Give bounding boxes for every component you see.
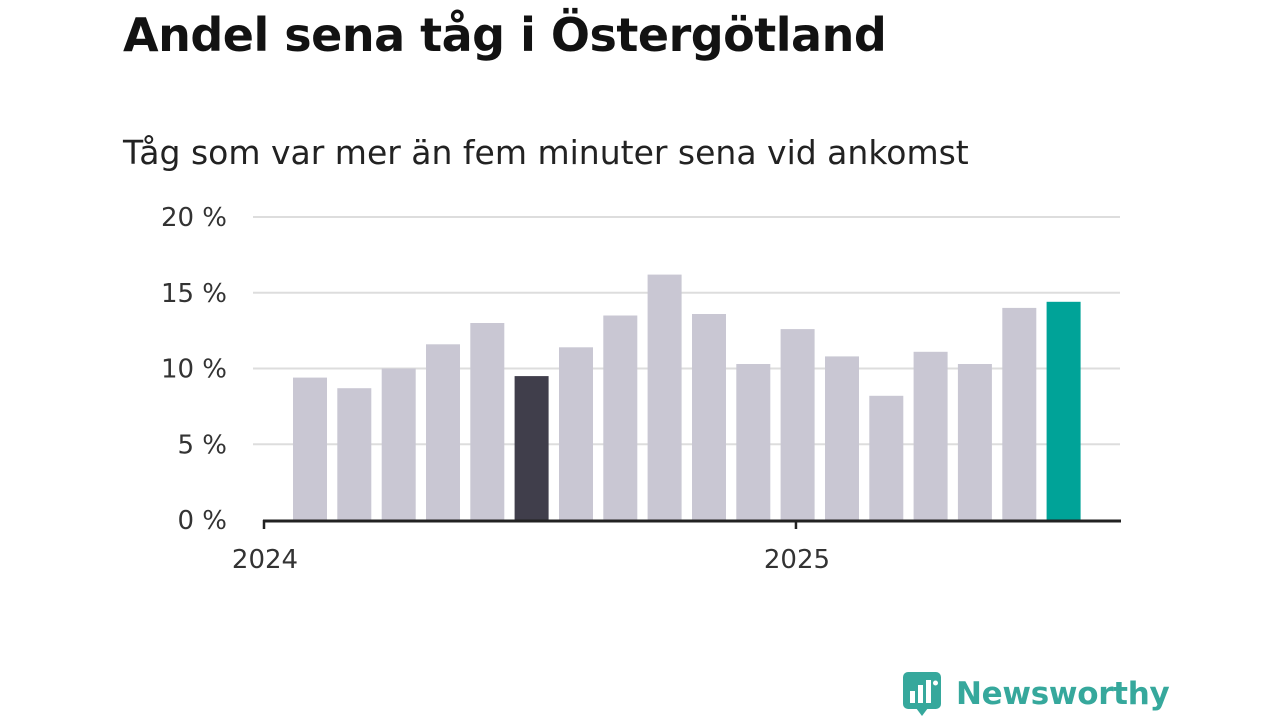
y-tick-label: 0 % bbox=[177, 506, 227, 536]
bar bbox=[337, 388, 372, 520]
x-tick-label: 2024 bbox=[232, 545, 298, 575]
bar bbox=[381, 368, 416, 520]
bar bbox=[1002, 307, 1037, 520]
chart-title: Andel sena tåg i Östergötland bbox=[123, 8, 887, 62]
bar bbox=[470, 323, 505, 520]
bar bbox=[647, 274, 682, 520]
x-tick-label: 2025 bbox=[764, 545, 830, 575]
bar bbox=[913, 351, 948, 520]
newsworthy-logo-icon bbox=[903, 672, 941, 716]
bar bbox=[869, 395, 904, 520]
bar bbox=[293, 377, 327, 520]
bar bbox=[692, 314, 726, 520]
y-tick-label: 20 % bbox=[161, 203, 227, 233]
bar bbox=[603, 315, 638, 520]
bar bbox=[825, 356, 859, 520]
newsworthy-logo: Newsworthy bbox=[902, 671, 1170, 717]
bar bbox=[780, 329, 815, 520]
y-tick-label: 5 % bbox=[177, 430, 227, 460]
chart-subtitle: Tåg som var mer än fem minuter sena vid … bbox=[123, 133, 969, 172]
bar-chart: 0 % 5 % 10 % 15 % 20 % 2024 2025 bbox=[161, 203, 1121, 575]
bar bbox=[559, 347, 593, 520]
bar bbox=[514, 376, 549, 520]
y-tick-label: 15 % bbox=[161, 279, 227, 309]
newsworthy-logo-text: Newsworthy bbox=[956, 676, 1170, 712]
y-tick-label: 10 % bbox=[161, 355, 227, 385]
bar bbox=[426, 344, 460, 520]
bar bbox=[957, 364, 992, 520]
bar bbox=[1046, 301, 1081, 520]
bar bbox=[736, 364, 771, 520]
